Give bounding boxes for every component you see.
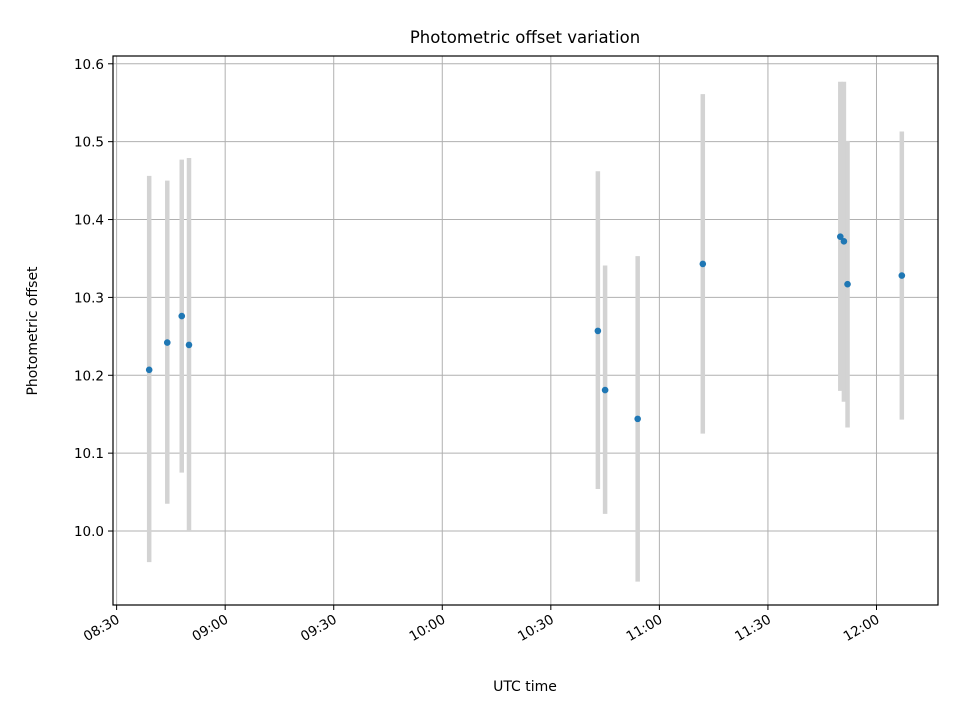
data-point: [178, 312, 186, 320]
data-point: [634, 415, 641, 423]
x-tick-label: 10:30: [515, 612, 557, 645]
x-tick-label: 12:00: [841, 612, 883, 645]
y-axis-ticks: 10.0 10.1 10.2 10.3 10.4 10.5 10.6: [74, 57, 113, 540]
y-tick-label: 10.2: [74, 368, 104, 384]
data-point: [601, 386, 609, 394]
errorbars: [146, 81, 905, 582]
y-tick-label: 10.1: [74, 446, 104, 462]
x-tick-label: 09:00: [189, 612, 231, 645]
data-point: [185, 341, 193, 349]
data-point: [163, 339, 171, 346]
data-point: [840, 238, 848, 245]
y-tick-label: 10.5: [74, 135, 104, 151]
data-points: [145, 233, 906, 423]
grid: [113, 56, 938, 605]
data-point: [699, 260, 707, 268]
plot-frame: [112, 55, 939, 606]
chart-title: Photometric offset variation: [410, 28, 640, 47]
y-tick-label: 10.4: [74, 213, 104, 229]
y-axis-label: Photometric offset: [25, 266, 41, 396]
x-axis-label: UTC time: [493, 679, 557, 695]
x-tick-label: 11:00: [624, 612, 666, 645]
data-point: [844, 280, 851, 288]
x-tick-label: 08:30: [81, 612, 123, 645]
data-point: [594, 327, 602, 335]
y-tick-label: 10.3: [74, 290, 104, 306]
data-point: [145, 366, 153, 374]
x-tick-label: 10:00: [407, 612, 449, 645]
x-tick-label: 09:30: [298, 612, 340, 645]
x-tick-label: 11:30: [732, 612, 774, 645]
data-point: [837, 233, 844, 240]
y-tick-label: 10.0: [74, 524, 104, 540]
x-axis-ticks: 08:30 09:00 09:30 10:00 10:30 11:00 11:30 12:00: [81, 605, 883, 645]
y-tick-label: 10.6: [74, 57, 104, 73]
data-point: [898, 272, 906, 279]
